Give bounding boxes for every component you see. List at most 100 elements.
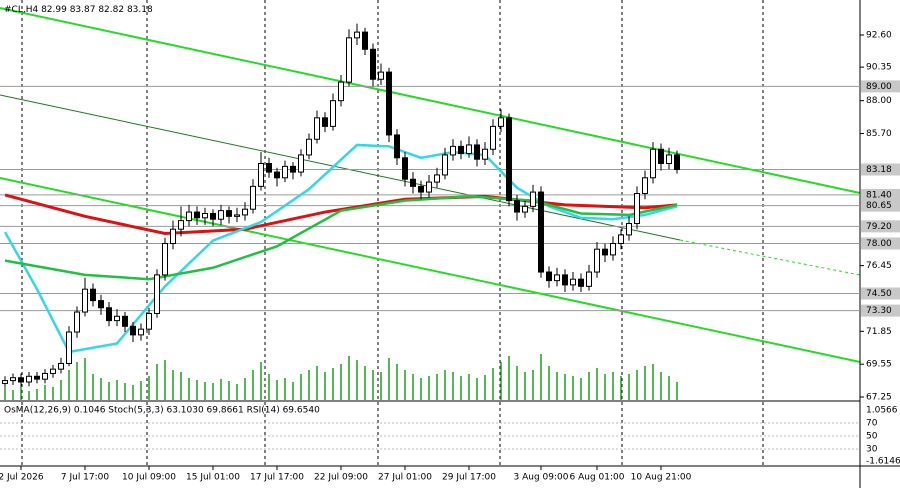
candle-body [418,185,424,193]
candle-body [138,328,144,336]
oscillator-scale-label: 30 [866,445,878,455]
level-box [861,220,900,233]
candle-body [378,71,384,80]
ohlc: 82.99 83.87 82.82 83.18 [41,5,153,15]
candle-body [346,37,352,83]
candle-body [402,157,408,180]
candle-body [170,228,176,244]
oscillator-scale-label: -1.6146 [866,457,900,467]
candle-body [194,211,200,219]
candle-body [482,148,488,160]
candle-body [242,208,248,216]
candle-body [410,178,416,187]
candle-body [330,100,336,127]
candle-body [538,191,544,273]
candle-body [394,134,400,159]
candle-body [522,205,528,213]
candle-body [250,185,256,210]
candle-body [114,315,120,322]
trend-channel [0,7,861,363]
y-tick-label: 71.85 [866,327,892,337]
candle-body [674,154,680,171]
y-tick-label: 85.70 [866,129,892,139]
candle-body [514,200,520,213]
candle-body [58,362,64,370]
candle-body [2,380,8,384]
candle-body [234,214,240,217]
x-tick-label: 2 Jul 2026 [0,473,44,483]
candle-body [74,311,80,333]
candle-body [66,331,72,364]
y-tick-label: 69.55 [866,360,892,370]
candle-body [298,154,304,173]
x-tick-label: 29 Jul 17:00 [442,473,496,483]
chart-title: #CL,H4 82.99 83.87 82.82 83.18 [4,5,153,15]
candle-body [666,154,672,165]
y-tick-label: 90.35 [866,63,892,73]
candle-body [154,274,160,314]
candle-body [290,165,296,173]
y-tick-label: 67.25 [866,393,892,403]
x-tick-label: 17 Jul 17:00 [250,473,304,483]
level-label: 80.65 [866,201,892,211]
candle-body [130,325,136,336]
candle-body [106,307,112,322]
candle-body [434,174,440,183]
candle-body [146,312,152,330]
y-tick-label: 76.45 [866,261,892,271]
level-label: 81.40 [866,190,892,200]
level-label: 74.50 [866,289,892,299]
level-label: 78.00 [866,239,892,249]
candle-body [210,212,216,220]
candle-body [122,315,128,327]
candle-body [466,144,472,155]
level-label: 83.18 [866,165,892,175]
candle-body [362,31,368,50]
moving-average [3,143,678,354]
moving-average [4,195,678,281]
y-tick-label: 88.00 [866,96,892,106]
candle-body [26,375,32,383]
candle-body [546,271,552,282]
candle-body [18,377,24,383]
x-tick-label: 27 Jul 01:00 [378,473,432,483]
oscillator-scale-label: 70 [866,419,878,429]
candle-body [506,117,512,202]
candle-body [458,145,464,155]
candle-body [34,375,40,380]
level-box [861,304,900,317]
candle-body [42,372,48,380]
indicator-label: OsMA(12,26,9) 0.1046 Stoch(5,3,3) 63.103… [4,406,320,416]
candle-body [658,148,664,165]
candle-body [10,377,16,382]
candle-body [554,274,560,282]
x-tick-label: 15 Jul 01:00 [186,473,240,483]
candle-body [98,300,104,309]
candle-body [386,71,392,136]
candle-body [274,171,280,179]
candle-body [450,145,456,156]
symbol: #CL,H4 [4,5,38,15]
candle-body [282,165,288,179]
candle-body [314,117,320,140]
level-label: 79.20 [866,222,892,232]
candle-body [442,154,448,176]
candle-body [306,138,312,156]
candle-body [570,278,576,286]
candle-body [218,210,224,220]
x-tick-label: 10 Jul 09:00 [122,473,176,483]
candle-body [162,242,168,276]
oscillator-scale-label: 50 [866,432,878,442]
candle-body [610,242,616,256]
y-tick-label: 92.60 [866,30,892,40]
candle-body [50,368,56,374]
level-box [861,188,900,201]
candle-body [90,288,96,302]
candle-body [226,210,232,217]
candle-body [626,222,632,236]
candle-body [490,125,496,150]
level-box [861,199,900,212]
candle-body [202,212,208,219]
